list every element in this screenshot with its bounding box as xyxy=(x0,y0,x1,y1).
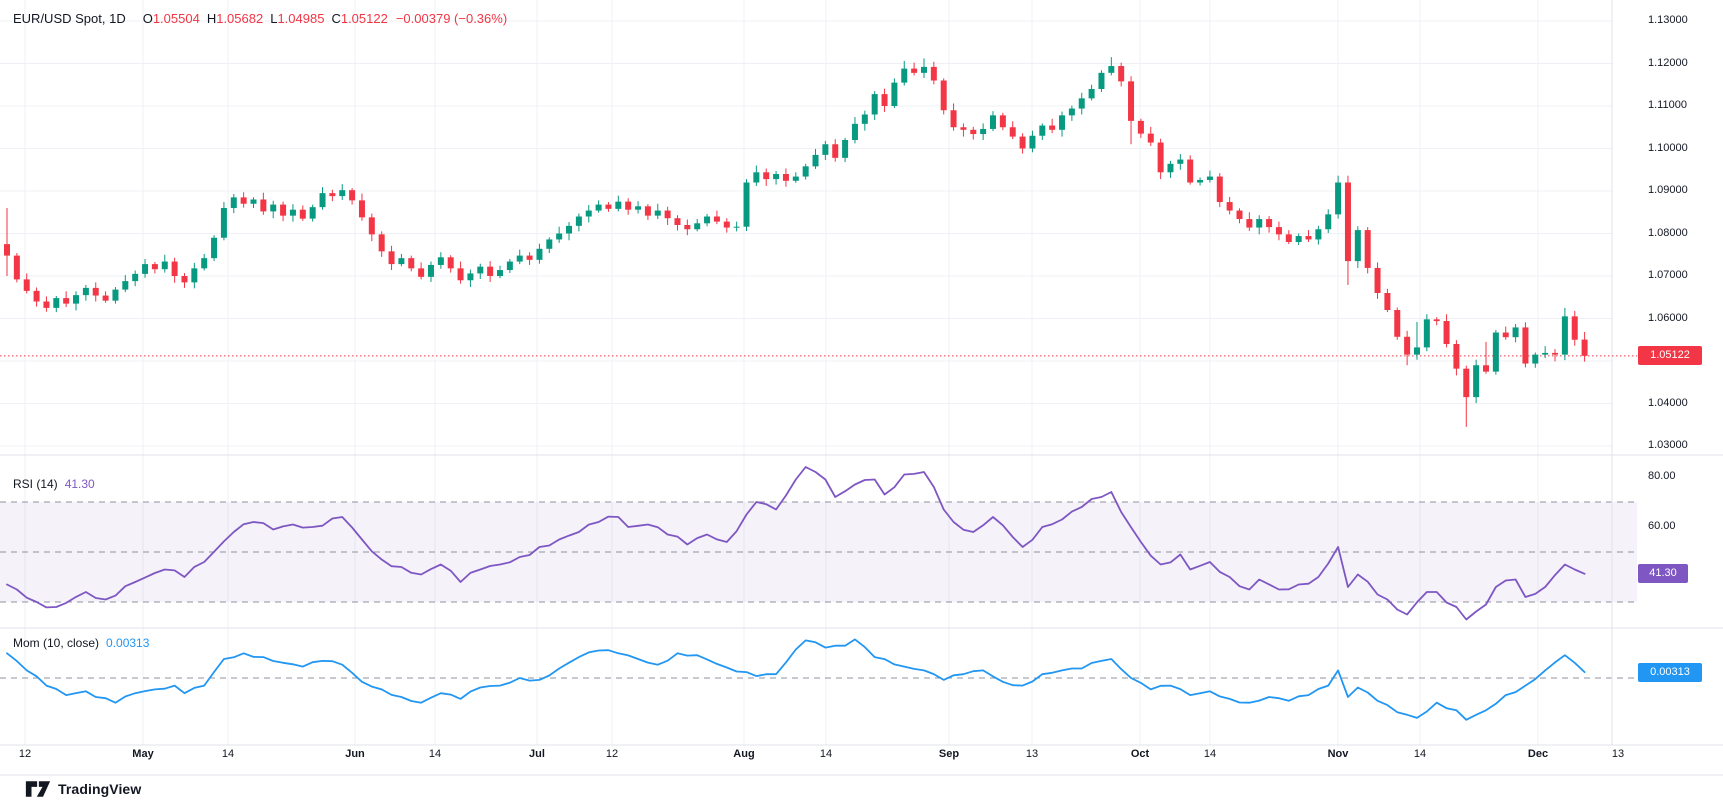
rsi-tick-label: 60.00 xyxy=(1648,520,1676,532)
low-label: L xyxy=(270,11,278,26)
high-label: H xyxy=(206,11,217,26)
rsi-value-badge: 41.30 xyxy=(1638,564,1688,584)
last-price-badge: 1.05122 xyxy=(1638,346,1702,366)
rsi-current-value: 41.30 xyxy=(64,477,95,491)
momentum-value-badge: 0.00313 xyxy=(1638,662,1702,682)
price-tick-label: 1.03000 xyxy=(1648,439,1688,451)
time-tick-label: Sep xyxy=(938,748,960,760)
open-value: 1.05504 xyxy=(152,11,200,26)
time-tick-label: Jul xyxy=(529,748,545,760)
momentum-current-value: 0.00313 xyxy=(106,636,150,650)
close-value: 1.05122 xyxy=(340,11,388,26)
time-tick-label: 14 xyxy=(1203,748,1217,760)
tradingview-logo-text: TradingView xyxy=(58,781,142,797)
tradingview-logo[interactable]: TradingView xyxy=(25,780,141,798)
rsi-indicator-label: RSI (14) 41.30 xyxy=(13,476,95,492)
symbol-header: EUR/USD Spot, 1D O1.05504 H1.05682 L1.04985… xyxy=(13,10,507,28)
time-tick-label: Aug xyxy=(733,748,755,760)
time-tick-label: 14 xyxy=(819,748,833,760)
momentum-indicator-label: Mom (10, close) 0.00313 xyxy=(13,635,149,651)
price-tick-label: 1.06000 xyxy=(1648,311,1688,324)
change-value: −0.00379 (−0.36%) xyxy=(395,11,508,26)
high-value: 1.05682 xyxy=(216,11,264,26)
symbol-title: EUR/USD Spot, 1D xyxy=(13,11,126,26)
low-value: 1.04985 xyxy=(277,11,325,26)
time-tick-label: 14 xyxy=(221,748,235,760)
time-tick-label: 13 xyxy=(1025,748,1039,760)
rsi-tick-label: 80.00 xyxy=(1648,470,1676,482)
price-tick-label: 1.08000 xyxy=(1648,226,1688,239)
time-tick-label: May xyxy=(132,748,154,760)
time-tick-label: Oct xyxy=(1130,748,1150,760)
price-tick-label: 1.13000 xyxy=(1648,14,1688,26)
close-label: C xyxy=(331,11,341,26)
open-label: O xyxy=(142,11,153,26)
time-tick-label: 12 xyxy=(18,748,32,760)
tradingview-logo-icon xyxy=(25,781,51,797)
time-tick-label: 13 xyxy=(1611,748,1625,760)
time-tick-label: Dec xyxy=(1527,748,1549,760)
time-tick-label: Nov xyxy=(1327,748,1349,760)
price-tick-label: 1.10000 xyxy=(1648,141,1688,154)
time-tick-label: 14 xyxy=(428,748,442,760)
price-tick-label: 1.07000 xyxy=(1648,269,1688,281)
price-tick-label: 1.04000 xyxy=(1648,396,1688,409)
time-tick-label: Jun xyxy=(345,748,365,760)
rsi-title: RSI (14) xyxy=(13,477,58,491)
price-tick-label: 1.09000 xyxy=(1648,184,1688,196)
price-tick-label: 1.12000 xyxy=(1648,56,1688,69)
time-tick-label: 14 xyxy=(1413,748,1427,760)
price-tick-label: 1.11000 xyxy=(1648,99,1687,111)
momentum-title: Mom (10, close) xyxy=(13,636,100,650)
time-tick-label: 12 xyxy=(605,748,619,760)
